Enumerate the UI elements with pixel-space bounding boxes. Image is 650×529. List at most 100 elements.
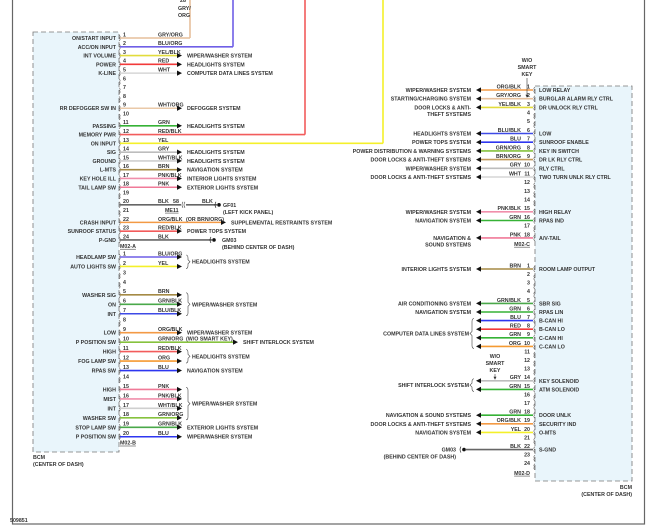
- destination-system: POWER TOPS SYSTEM: [412, 140, 472, 146]
- arrow-icon: [476, 87, 481, 93]
- pin-number: 11: [123, 120, 129, 126]
- group-destination-system: WIPER/WASHER SYSTEM: [192, 302, 258, 308]
- arrow-icon: [177, 434, 182, 440]
- pin-number: 19: [524, 418, 530, 424]
- terminal-name: INT: [107, 312, 116, 318]
- smart-key-note: W/O: [522, 58, 533, 64]
- note-arrow-icon: [525, 94, 529, 98]
- wire-color-label: BLU/BLK: [158, 308, 181, 314]
- arrow-icon: [476, 335, 481, 341]
- pin-number: 17: [123, 403, 129, 409]
- smart-key-note: SMART: [518, 65, 538, 71]
- wire-color-label: GRN: [158, 120, 170, 126]
- terminal-name: SUNROOF ENABLE: [539, 140, 589, 146]
- terminal-name: KEY IN SWITCH: [539, 149, 579, 155]
- ground-bracket: [214, 201, 217, 208]
- wire-color-label: ORG/BLK: [497, 84, 522, 90]
- wire-color-label: GRY: [510, 163, 522, 169]
- pin-contact: [118, 253, 121, 261]
- wire-color-label: BLK: [202, 199, 213, 205]
- terminal-name: STOP LAMP SW: [75, 425, 116, 431]
- wire-color-label: RED/BLK: [158, 129, 182, 135]
- arrow-icon: [177, 358, 182, 364]
- pin-contact: [118, 272, 121, 280]
- pin-number: 14: [524, 375, 530, 381]
- wire-color-label: WHT/BLK: [158, 403, 183, 409]
- pin-number: 13: [524, 367, 530, 373]
- terminal-name: MIST: [103, 397, 116, 403]
- pin-contact: [533, 282, 536, 290]
- arrow-icon: [177, 415, 182, 421]
- pin-contact: [533, 437, 536, 445]
- destination-system: WIPER/WASHER SYSTEM: [187, 54, 253, 60]
- terminal-name: RPAS IND: [539, 219, 564, 225]
- pin-contact: [118, 69, 121, 77]
- pin-number: 23: [524, 453, 530, 459]
- bcm-left-box: [32, 31, 120, 453]
- destination-system: DOOR LOCKS & ANTI-THEFT SYSTEMS: [371, 158, 472, 164]
- arrow-icon: [177, 405, 182, 411]
- arrow-icon: [177, 367, 182, 374]
- arrow-icon: [476, 217, 481, 224]
- arrow-icon: [476, 318, 481, 324]
- terminal-name: INT VOLUME: [83, 54, 116, 60]
- pin-number: 16: [524, 392, 530, 398]
- wire-color-label: PNK/BLK: [158, 173, 182, 179]
- terminal-name: TAIL LAMP SW: [78, 185, 116, 191]
- terminal-name: B-CAN LO: [539, 327, 565, 333]
- pin-contact: [533, 121, 536, 129]
- pin-contact: [118, 148, 121, 156]
- pin-contact: [533, 403, 536, 410]
- destination-system: DOOR LOCKS & ANTI-THEFT SYSTEMS: [371, 175, 472, 181]
- pin-number: 8: [527, 324, 530, 330]
- wire-color-label: GRN/BLK: [158, 299, 182, 305]
- terminal-name: PASSING: [93, 124, 116, 130]
- wire-color-label: WHT: [509, 171, 522, 177]
- pin-number: 3: [123, 270, 126, 276]
- wire-note: (OR BRN/ORG): [186, 217, 224, 223]
- group-destination-system: SHIFT INTERLOCK SYSTEM: [398, 383, 470, 389]
- arrow-icon: [177, 175, 182, 182]
- wire-color-label: GRN/BLK: [497, 298, 521, 304]
- arrow-icon: [177, 330, 182, 336]
- pin-contact: [533, 130, 536, 137]
- destination-system: HEADLIGHTS SYSTEM: [413, 132, 471, 138]
- pin-number: 6: [527, 306, 530, 312]
- terminal-name: RPAS SW: [92, 369, 116, 375]
- terminal-name: C-CAN LO: [539, 344, 565, 350]
- arrow-icon: [476, 165, 481, 171]
- pin-contact: [118, 192, 121, 200]
- pin-contact: [533, 265, 536, 273]
- wire-color-label: ORG: [158, 355, 170, 361]
- wire-color-label: YEL: [511, 427, 522, 433]
- wire-color-label: GRN: [509, 215, 521, 221]
- top-wire-label-2: ORG: [178, 13, 190, 19]
- destination-system-line2: SOUND SYSTEMS: [425, 242, 471, 248]
- pin-number: 6: [527, 128, 530, 134]
- group-brace: [185, 387, 191, 421]
- destination-system: INTERIOR LIGHTS SYSTEM: [402, 267, 472, 273]
- arrow-icon: [177, 167, 182, 173]
- pin-contact: [533, 274, 536, 281]
- connector-id: M02-A: [120, 244, 136, 250]
- pin-number: 14: [524, 198, 530, 204]
- pin-number: 14: [123, 147, 129, 153]
- pin-number: 20: [123, 431, 129, 437]
- connector-id: M02-D: [514, 471, 530, 477]
- pin-number: 3: [123, 50, 126, 56]
- pin-contact: [118, 357, 121, 365]
- pin-number: 17: [524, 224, 530, 230]
- destination-system: EXTERIOR LIGHTS SYSTEM: [187, 425, 259, 431]
- bcm-right-box: [534, 85, 633, 482]
- pin-contact: [533, 300, 536, 307]
- splice-connector: ME11: [165, 208, 179, 214]
- wire-color-label: GRN/ORG: [158, 412, 183, 418]
- group-destination-system: COMPUTER DATA LINES SYSTEM: [383, 332, 469, 338]
- pin-number: 9: [527, 332, 530, 338]
- group-brace: [185, 254, 191, 269]
- terminal-name: BURGLAR ALARM RLY CTRL: [539, 97, 614, 103]
- wire-color-label: BLK: [158, 234, 169, 240]
- wire-color-label: WHT: [158, 68, 171, 74]
- pin-contact: [533, 386, 536, 393]
- wire-color-label: BRN/ORG: [496, 154, 521, 160]
